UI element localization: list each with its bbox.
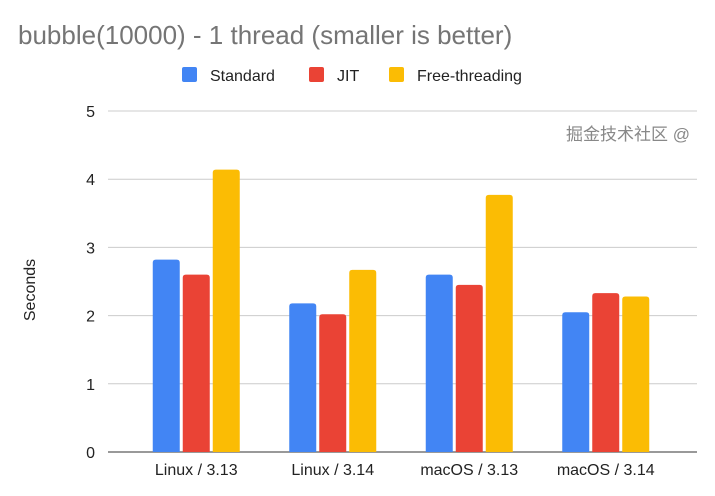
bar [425,274,453,452]
y-tick-label: 2 [86,309,95,326]
legend: Standard JIT Free-threading [182,67,522,85]
chart-title: bubble(10000) - 1 thread (smaller is bet… [18,20,512,50]
legend-label: Free-threading [417,68,522,85]
bar [349,269,377,452]
legend-label: JIT [337,68,359,85]
bar [485,194,513,453]
x-tick-label: macOS / 3.13 [420,462,518,479]
watermark: 掘金技术社区 @ [566,125,690,144]
legend-label: Standard [210,68,275,85]
y-tick-label: 0 [86,445,95,462]
y-tick-label: 4 [86,172,95,189]
bar [562,312,590,452]
bar [455,284,483,452]
bar [152,259,180,452]
y-ticks: 0 1 2 3 4 5 [86,104,95,462]
bar [622,296,650,452]
bar [289,303,317,452]
bar [319,314,347,452]
y-tick-label: 3 [86,240,95,257]
bar [212,169,240,453]
x-tick-label: Linux / 3.13 [155,462,238,479]
x-ticks: Linux / 3.13 Linux / 3.14 macOS / 3.13 macO… [155,462,655,479]
legend-swatch [182,67,197,82]
bars [152,169,650,453]
legend-swatch [389,67,404,82]
x-tick-label: macOS / 3.14 [557,462,655,479]
y-tick-label: 5 [86,104,95,121]
y-axis-label: Seconds [22,259,39,321]
legend-swatch [309,67,324,82]
bar [182,274,210,452]
bar [592,293,620,452]
x-tick-label: Linux / 3.14 [291,462,374,479]
y-tick-label: 1 [86,377,95,394]
